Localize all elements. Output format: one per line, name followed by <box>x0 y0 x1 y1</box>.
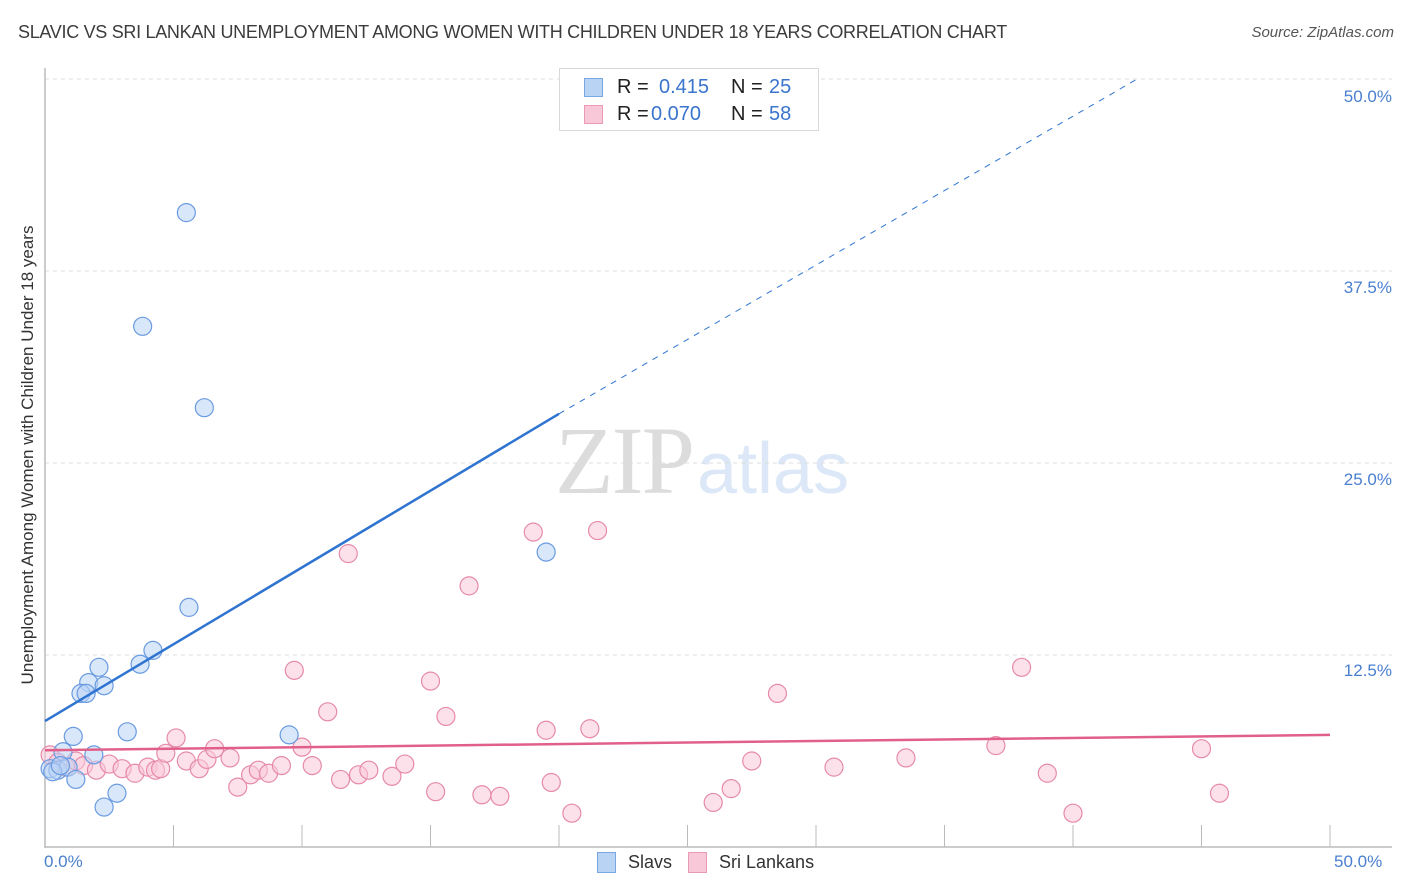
legend-item-slavs[interactable]: Slavs <box>597 852 672 873</box>
sri-lankans-point <box>1063 803 1083 823</box>
sri-lankans-points <box>40 520 1230 823</box>
sri-lankans-point <box>166 728 186 748</box>
slavs-trendline-extension <box>558 78 1138 415</box>
sri-lankans-point <box>767 683 788 704</box>
y-tick-50: 50.0% <box>1343 87 1392 106</box>
sri-lankans-point <box>541 772 561 793</box>
n-label: N = <box>731 102 763 125</box>
sri-lankans-swatch-icon <box>584 104 603 124</box>
sri-lankans-trendline <box>44 733 1331 752</box>
slavs-point <box>133 316 153 336</box>
sri-lankans-point <box>562 803 582 823</box>
legend-label-slavs: Slavs <box>628 852 673 872</box>
sri-lankans-swatch-icon <box>688 852 708 873</box>
slavs-point <box>194 398 214 418</box>
n-label: N = <box>731 75 763 98</box>
sri-lankans-point <box>986 736 1006 756</box>
x-tick-0: 0.0% <box>44 852 83 871</box>
sri-lankans-point <box>420 671 441 691</box>
n-value: 25 <box>769 75 792 98</box>
sri-lankans-point <box>1011 657 1032 677</box>
gridlines <box>45 78 1392 656</box>
r-value: 0.415 <box>659 75 710 98</box>
series-legend: Slavs Sri Lankans <box>597 852 830 873</box>
legend-row-sri-lankans: R = 0.070 N = 58 <box>584 102 791 126</box>
y-tick-12-5: 12.5% <box>1343 661 1392 680</box>
n-value: 58 <box>769 102 792 125</box>
sri-lankans-point <box>1037 763 1057 783</box>
slavs-point <box>94 797 114 817</box>
sri-lankans-point <box>228 777 248 797</box>
watermark-atlas: atlas <box>697 429 850 509</box>
sri-lankans-point <box>395 754 415 774</box>
watermark: ZIPatlas <box>555 405 849 516</box>
chart-title: SLAVIC VS SRI LANKAN UNEMPLOYMENT AMONG … <box>18 22 1007 42</box>
sri-lankans-point <box>436 706 456 727</box>
legend-row-slavs: R = 0.415 N = 25 <box>584 75 791 99</box>
sri-lankans-point <box>721 779 741 799</box>
slavs-point <box>117 722 137 742</box>
watermark-zip: ZIP <box>555 407 695 514</box>
sri-lankans-point <box>318 702 338 722</box>
sri-lankans-point <box>338 544 358 564</box>
sri-lankans-point <box>330 769 351 790</box>
slavs-points <box>40 203 556 817</box>
slavs-point <box>179 597 199 617</box>
source-label: Source: ZipAtlas.com <box>1251 24 1394 41</box>
sri-lankans-point <box>156 743 176 763</box>
sri-lankans-point <box>359 760 379 780</box>
sri-lankans-point <box>220 748 240 768</box>
sri-lankans-point <box>824 757 844 777</box>
trendlines <box>44 78 1331 752</box>
sri-lankans-point <box>703 792 723 813</box>
slavs-swatch-icon <box>597 852 616 873</box>
sri-lankans-point <box>459 576 479 596</box>
correlation-legend: R = 0.415 N = 25 R = 0.070 N = 58 <box>559 68 819 131</box>
sri-lankans-point <box>1209 783 1230 803</box>
sri-lankans-point <box>382 766 402 786</box>
r-value: 0.070 <box>651 102 702 125</box>
sri-lankans-point <box>284 660 304 680</box>
legend-label-sri-lankans: Sri Lankans <box>719 852 815 872</box>
r-label: R = <box>617 102 649 125</box>
x-tick-50: 50.0% <box>1334 852 1383 871</box>
sri-lankans-point <box>587 520 608 541</box>
y-tick-25: 25.0% <box>1343 470 1392 489</box>
y-tick-37-5: 37.5% <box>1343 278 1392 297</box>
sri-lankans-point <box>1191 739 1212 759</box>
axes <box>44 68 1392 848</box>
sri-lankans-point <box>742 751 762 771</box>
slavs-point <box>107 783 127 803</box>
sri-lankans-point <box>536 720 556 740</box>
slavs-point <box>50 755 71 776</box>
slavs-trendline <box>44 412 560 723</box>
legend-item-sri-lankans[interactable]: Sri Lankans <box>688 852 814 873</box>
sri-lankans-point <box>271 755 292 776</box>
slavs-swatch-icon <box>584 77 603 97</box>
slavs-point <box>66 769 86 790</box>
sri-lankans-point <box>490 786 510 806</box>
sri-lankans-point <box>896 748 916 768</box>
sri-lankans-point <box>426 782 446 802</box>
slavs-point <box>536 542 556 562</box>
sri-lankans-point <box>302 755 322 776</box>
slavs-point <box>63 726 83 747</box>
slavs-point <box>279 725 299 745</box>
sri-lankans-point <box>523 522 543 542</box>
slavs-point <box>89 657 109 677</box>
sri-lankans-point <box>580 719 600 739</box>
slavs-point <box>176 203 196 223</box>
r-label: R = <box>617 75 649 98</box>
sri-lankans-point <box>472 785 492 805</box>
